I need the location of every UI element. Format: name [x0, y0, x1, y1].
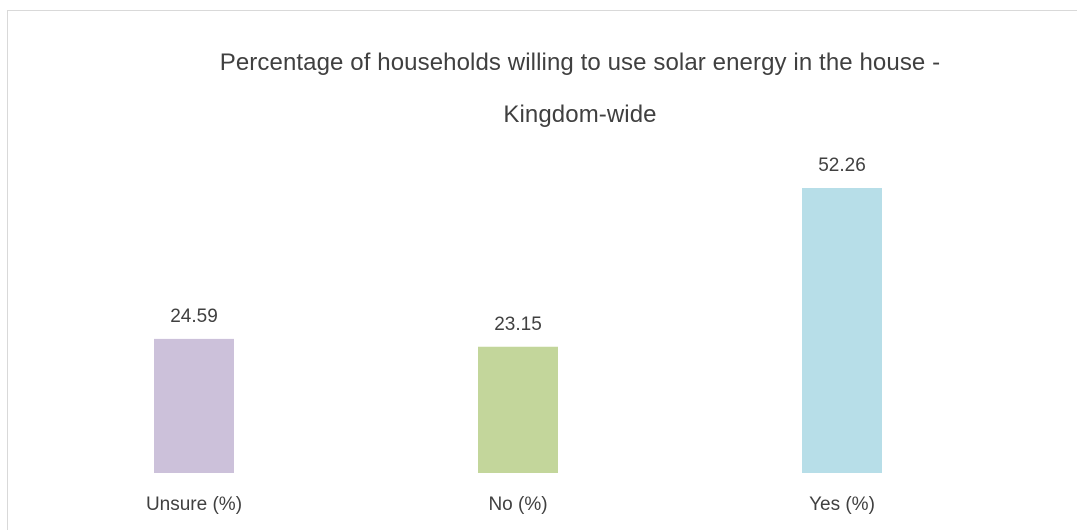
value-labels-group: 24.59 23.15 52.26: [170, 155, 866, 335]
chart-title-line-1: Percentage of households willing to use …: [219, 49, 941, 76]
data-label: 24.59: [170, 306, 218, 327]
data-label: 23.15: [494, 314, 542, 335]
category-label: Yes (%): [809, 494, 875, 515]
bars-group: [154, 188, 882, 473]
bar-unsure: [154, 338, 234, 473]
bar-no: [478, 346, 558, 473]
category-label: No (%): [488, 494, 547, 515]
bar-yes: [802, 188, 882, 473]
data-label: 52.26: [818, 155, 866, 176]
category-labels-group: Unsure (%) No (%) Yes (%): [146, 494, 875, 515]
chart-title-line-2: Kingdom-wide: [503, 101, 657, 128]
category-label: Unsure (%): [146, 494, 242, 515]
